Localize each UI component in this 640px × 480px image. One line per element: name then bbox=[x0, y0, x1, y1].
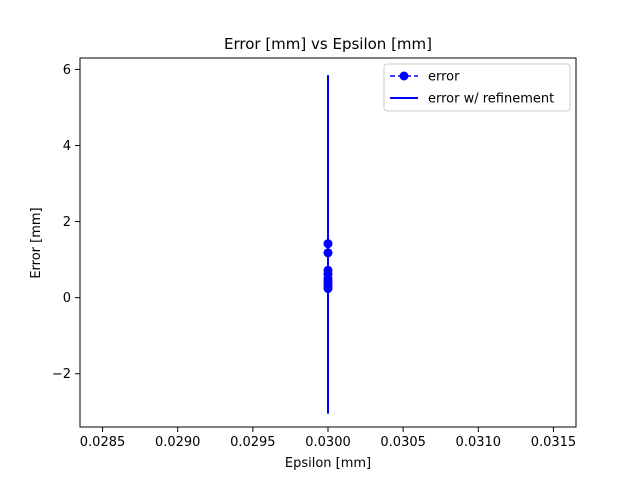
y-tick-label: −2 bbox=[52, 367, 71, 382]
legend: error error w/ refinement bbox=[383, 63, 571, 112]
x-tick-label: 0.0315 bbox=[531, 435, 577, 450]
x-tick-label: 0.0295 bbox=[230, 435, 276, 450]
x-tick-label: 0.0300 bbox=[305, 435, 351, 450]
y-tick-label: 2 bbox=[63, 215, 71, 230]
legend-box bbox=[383, 63, 571, 112]
x-tick-label: 0.0285 bbox=[80, 435, 126, 450]
data-point-error bbox=[323, 239, 333, 249]
y-axis-ticks: −2 0 2 4 6 bbox=[52, 63, 80, 382]
x-axis-label: Epsilon [mm] bbox=[285, 456, 371, 471]
data-point-error bbox=[323, 284, 333, 294]
x-tick-label: 0.0305 bbox=[380, 435, 426, 450]
legend-marker-error bbox=[399, 71, 409, 81]
legend-label-error: error bbox=[428, 70, 460, 85]
legend-label-error-refinement: error w/ refinement bbox=[428, 92, 554, 107]
y-tick-label: 6 bbox=[63, 63, 71, 78]
x-tick-label: 0.0310 bbox=[456, 435, 502, 450]
y-tick-label: 0 bbox=[63, 291, 71, 306]
y-axis-label: Error [mm] bbox=[29, 207, 44, 278]
y-tick-label: 4 bbox=[63, 139, 71, 154]
chart-title: Error [mm] vs Epsilon [mm] bbox=[224, 35, 432, 53]
series-layer bbox=[323, 75, 333, 414]
x-axis-ticks: 0.0285 0.0290 0.0295 0.0300 0.0305 0.0310 0.03… bbox=[80, 427, 576, 450]
data-point-error bbox=[323, 248, 333, 258]
x-tick-label: 0.0290 bbox=[155, 435, 201, 450]
